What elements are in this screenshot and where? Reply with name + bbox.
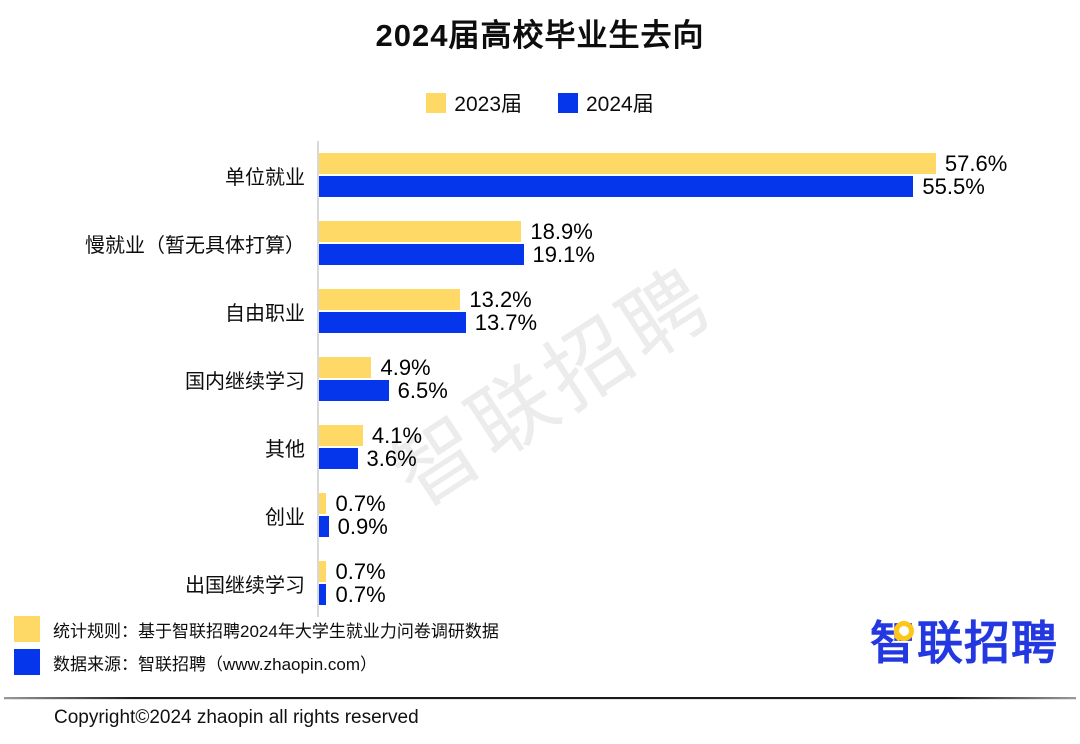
bar-line: 55.5%: [319, 173, 1080, 199]
bar-2023届: [319, 153, 936, 174]
value-label: 3.6%: [366, 445, 417, 471]
note-data-source-text: 数据来源：智联招聘（www.zhaopin.com）: [53, 654, 378, 674]
note-data-source: 数据来源：智联招聘（www.zhaopin.com）: [14, 649, 499, 675]
bar-line: 0.7%: [319, 490, 1080, 516]
bar-line: 3.6%: [319, 445, 1080, 471]
chart-rows: 单位就业 57.6% 55.5% 慢就业（暂无具体打算） 18.9% 19.1% 自由职业 1…: [0, 141, 1080, 617]
bar-line: 0.7%: [319, 581, 1080, 607]
value-label: 13.2%: [469, 286, 532, 312]
zhaopin-logo-wrap: 智联招聘: [870, 620, 1058, 666]
value-label: 19.1%: [532, 241, 595, 267]
bar-2023届: [319, 561, 327, 582]
bar-chart: 智联招聘 单位就业 57.6% 55.5% 慢就业（暂无具体打算） 18.9% 19.1%…: [0, 141, 1080, 619]
bar-2023届: [319, 357, 372, 378]
legend-item-2023: 2023届: [426, 88, 522, 118]
category-axis-line: [317, 141, 319, 617]
legend-swatch-2023-icon: [426, 93, 447, 113]
bar-2024届: [319, 516, 329, 537]
legend-label-2024: 2024届: [586, 93, 654, 116]
bar-2024届: [319, 584, 327, 605]
bar-group: 57.6% 55.5%: [317, 150, 1080, 199]
value-label: 0.7%: [335, 490, 386, 516]
bar-group: 18.9% 19.1%: [317, 218, 1080, 267]
category-label: 慢就业（暂无具体打算）: [85, 234, 305, 257]
bar-2023届: [319, 425, 363, 446]
value-label: 0.7%: [335, 558, 386, 584]
value-label: 4.9%: [380, 354, 431, 380]
bar-line: 6.5%: [319, 377, 1080, 403]
value-label: 13.7%: [474, 309, 538, 335]
bar-2024届: [319, 312, 466, 333]
category-label: 单位就业: [225, 166, 305, 189]
footer-notes: 统计规则：基于智联招聘2024年大学生就业力问卷调研数据 数据来源：智联招聘（w…: [14, 616, 499, 675]
bar-2023届: [319, 493, 327, 514]
value-label: 4.1%: [371, 422, 423, 448]
chart-row: 国内继续学习 4.9% 6.5%: [0, 345, 1080, 413]
value-label: 57.6%: [944, 150, 1008, 176]
chart-row: 其他 4.1% 3.6%: [0, 413, 1080, 481]
note-statistics-rule-text: 统计规则：基于智联招聘2024年大学生就业力问卷调研数据: [53, 621, 499, 641]
bar-group: 0.7% 0.7%: [317, 558, 1080, 607]
chart-row: 创业 0.7% 0.9%: [0, 481, 1080, 549]
bar-2024届: [319, 448, 358, 469]
zhaopin-logo: 智联招聘: [870, 620, 1058, 666]
bar-line: 18.9%: [319, 218, 1080, 244]
bar-group: 0.7% 0.9%: [317, 490, 1080, 539]
bar-2023届: [319, 289, 461, 310]
chart-legend: 2023届 2024届: [0, 88, 1080, 118]
balloon-pin-icon: [894, 621, 914, 641]
value-label: 55.5%: [922, 173, 985, 199]
note-statistics-rule: 统计规则：基于智联招聘2024年大学生就业力问卷调研数据: [14, 616, 499, 642]
chart-title: 2024届高校毕业生去向: [375, 18, 705, 53]
legend-swatch-2024-icon: [558, 93, 578, 113]
category-label: 其他: [265, 438, 305, 461]
bar-line: 0.9%: [319, 513, 1080, 539]
category-label: 创业: [265, 506, 305, 529]
bar-2024届: [319, 244, 524, 265]
bar-line: 19.1%: [319, 241, 1080, 267]
value-label: 0.9%: [337, 513, 388, 539]
chart-row: 自由职业 13.2% 13.7%: [0, 277, 1080, 345]
value-label: 6.5%: [397, 377, 448, 403]
bar-2023届: [319, 221, 522, 242]
bar-group: 4.1% 3.6%: [317, 422, 1080, 471]
bar-line: 0.7%: [319, 558, 1080, 584]
category-label: 国内继续学习: [185, 370, 305, 393]
bar-line: 13.2%: [319, 286, 1080, 312]
value-label: 18.9%: [530, 218, 593, 244]
bar-group: 4.9% 6.5%: [317, 354, 1080, 403]
chart-row: 单位就业 57.6% 55.5%: [0, 141, 1080, 209]
legend-label-2023: 2023届: [454, 93, 522, 116]
bar-2024届: [319, 176, 914, 197]
category-label: 自由职业: [225, 302, 305, 325]
bar-line: 4.1%: [319, 422, 1080, 448]
bar-2024届: [319, 380, 389, 401]
legend-item-2024: 2024届: [558, 88, 654, 118]
category-label: 出国继续学习: [185, 574, 305, 597]
bar-line: 13.7%: [319, 309, 1080, 335]
chart-row: 出国继续学习 0.7% 0.7%: [0, 549, 1080, 617]
value-label: 0.7%: [335, 581, 386, 607]
chart-row: 慢就业（暂无具体打算） 18.9% 19.1%: [0, 209, 1080, 277]
bar-line: 4.9%: [319, 354, 1080, 380]
bar-group: 13.2% 13.7%: [317, 286, 1080, 335]
note-swatch-yellow-icon: [14, 616, 40, 642]
footer-divider: [4, 697, 1076, 700]
copyright-text: Copyright©2024 zhaopin all rights reserv…: [54, 707, 419, 728]
bar-line: 57.6%: [319, 150, 1080, 176]
note-swatch-blue-icon: [14, 649, 40, 675]
